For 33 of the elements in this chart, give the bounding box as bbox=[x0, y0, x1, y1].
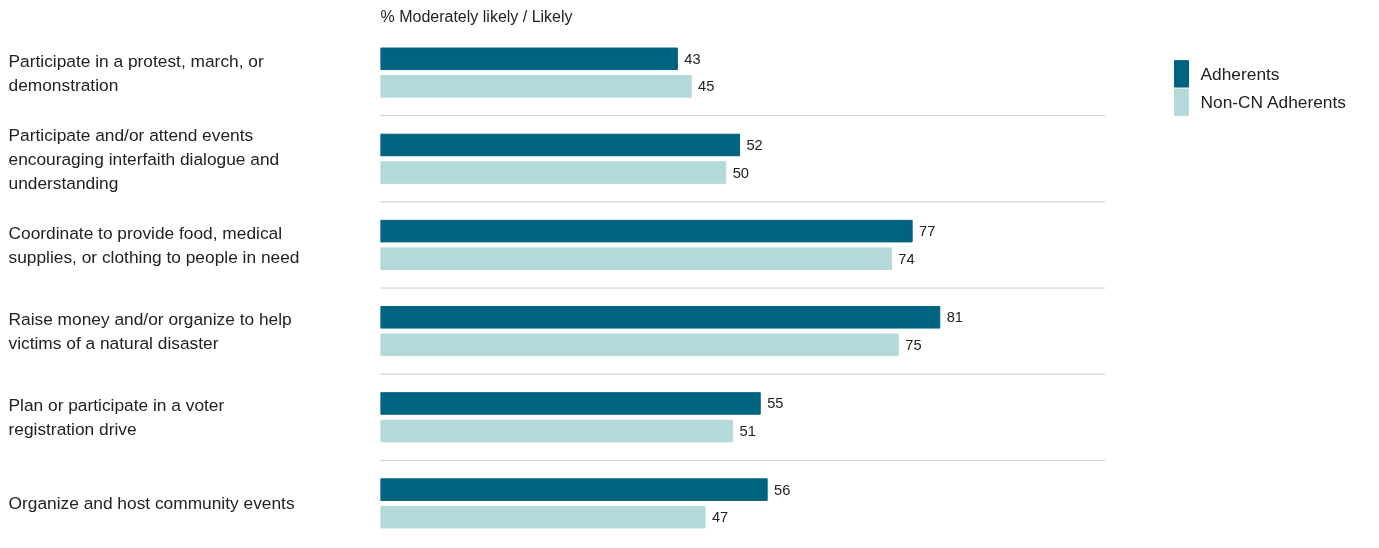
bar bbox=[380, 161, 727, 184]
bar bbox=[380, 333, 899, 357]
bar bbox=[380, 419, 734, 443]
bar bbox=[380, 47, 678, 71]
data-label: 45 bbox=[698, 78, 715, 95]
y-tick-label: Plan or participate in a voter registration drive bbox=[8, 395, 225, 440]
data-label: 77 bbox=[919, 223, 936, 240]
y-tick-label: Participate in a protest, march, or demonstration bbox=[8, 50, 264, 95]
data-label: 52 bbox=[746, 136, 763, 153]
data-label: 74 bbox=[898, 250, 915, 267]
bar bbox=[380, 133, 741, 157]
y-tick-label: Raise money and/or organize to help victims of a natural disaster bbox=[8, 309, 292, 354]
bar bbox=[380, 75, 692, 98]
bar bbox=[380, 392, 761, 415]
data-label: 56 bbox=[774, 481, 791, 498]
data-label: 47 bbox=[711, 509, 729, 526]
data-label: 55 bbox=[767, 395, 784, 412]
data-label: 43 bbox=[684, 50, 701, 67]
bar bbox=[380, 505, 706, 529]
data-label: 81 bbox=[946, 309, 963, 326]
data-label: 50 bbox=[732, 164, 749, 181]
legend-label: Non-CN Adherents bbox=[1200, 92, 1347, 113]
bar bbox=[380, 306, 941, 329]
y-tick-label: Organize and host community events bbox=[8, 493, 295, 514]
data-label: 75 bbox=[905, 336, 922, 353]
bar bbox=[380, 478, 768, 501]
y-tick-label: Coordinate to provide food, medical supplies, or clothing to people in need bbox=[8, 222, 300, 267]
y-tick-label: Participate and/or attend events encouraging interfaith dialogue and understanding bbox=[8, 124, 280, 193]
legend-label: Adherents bbox=[1200, 63, 1280, 84]
bar bbox=[380, 219, 913, 243]
bar bbox=[380, 247, 892, 270]
data-label: 51 bbox=[739, 423, 756, 440]
chart-title: % Moderately likely / Likely bbox=[380, 7, 573, 25]
